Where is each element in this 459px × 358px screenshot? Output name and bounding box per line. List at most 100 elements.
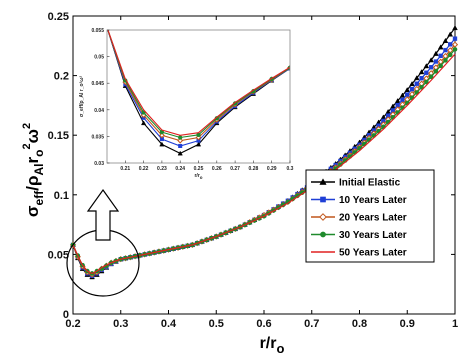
series-marker (423, 63, 430, 69)
inset-y-tick-label: 0.055 (91, 28, 104, 34)
series-marker (447, 52, 453, 58)
legend: Initial Elastic 10 Years Later 20 Years La… (305, 169, 435, 263)
series-marker (428, 74, 434, 80)
x-tick-label: 0.8 (352, 318, 367, 330)
inset-x-tick-label: 0.25 (194, 166, 204, 172)
y-axis-label-part: o (32, 150, 46, 157)
inset-series-marker (195, 141, 202, 147)
series-marker (400, 97, 405, 103)
main-series (69, 25, 459, 280)
y-axis-label-part: 2 (21, 123, 33, 129)
legend-marker-icon (320, 231, 326, 238)
inset-y-axis-label: σ_eff/ρ_Al r_o²ω² (79, 76, 85, 118)
inset-x-axis-label-subscript: o (200, 175, 203, 180)
series-marker (443, 58, 448, 63)
series-marker (404, 86, 411, 93)
series-marker (452, 47, 458, 52)
series-line-4 (72, 53, 456, 275)
series-marker (413, 75, 420, 81)
inset-y-tick-label: 0.045 (91, 81, 104, 87)
series-marker (409, 81, 415, 87)
series-marker (399, 92, 406, 98)
x-tick-label: 1 (452, 318, 458, 330)
legend-box (305, 169, 435, 263)
inset-x-ticks: 0.21 0.22 0.23 0.24 0.25 0.26 0.27 0.28 0.29 0.3 (120, 160, 294, 172)
inset-series-line-4 (107, 30, 290, 136)
y-axis-label-part: r (23, 157, 42, 164)
inset-x-axis-label-text: r/r (194, 173, 199, 179)
y-axis-label-group: σeff/ρAlro2ω2 (21, 123, 46, 217)
series-marker (438, 53, 443, 58)
series-marker (428, 57, 434, 63)
series-marker (447, 31, 454, 37)
legend-label: Initial Elastic (339, 178, 401, 189)
inset-x-tick-label: 0.21 (120, 166, 130, 172)
series-marker (452, 36, 458, 41)
x-tick-label: 0.7 (304, 318, 319, 330)
legend-label: 50 Years Later (339, 248, 407, 259)
series-marker (424, 79, 429, 85)
inset-series-marker (158, 132, 165, 139)
series-marker (433, 69, 439, 74)
legend-item: 30 Years Later (311, 230, 407, 241)
inset-x-tick-label: 0.28 (249, 166, 259, 172)
inset-x-tick-label: 0.27 (230, 166, 240, 172)
y-axis-label-part: /ρ (23, 176, 42, 191)
series-marker (428, 65, 434, 70)
y-axis-label-part: ω (23, 129, 42, 143)
inset-y-tick-label: 0.04 (94, 108, 104, 114)
y-axis-label-part: eff (32, 190, 46, 206)
inset-series-marker (177, 150, 183, 156)
inset-y-tick-label: 0.03 (94, 161, 104, 167)
series-marker (419, 76, 424, 81)
y-tick-label: 0.05 (48, 249, 69, 261)
series-marker (414, 81, 419, 86)
x-tick-label: 0.6 (256, 318, 271, 330)
x-axis-label-main: r/ro (260, 335, 285, 356)
inset-series-marker (141, 110, 146, 115)
inset-series (107, 30, 290, 156)
series-marker (452, 25, 458, 31)
inset-series-marker (159, 141, 165, 147)
inset-x-tick-label: 0.26 (212, 166, 222, 172)
inset-y-tick-label: 0.05 (94, 55, 104, 61)
inset-x-axis-label: r/ro (194, 173, 202, 180)
main-y-axis-label: σeff/ρAlro2ω2 (21, 123, 46, 217)
legend-item: 10 Years Later (311, 195, 407, 206)
x-tick-label: 0.5 (209, 318, 224, 330)
main-x-axis-label: r/ro (260, 335, 285, 356)
series-marker (448, 42, 453, 47)
y-tick-label: 0.15 (48, 130, 69, 142)
inset-x-tick-label: 0.3 (287, 166, 294, 172)
series-marker (405, 92, 410, 97)
inset-series-marker (159, 129, 165, 135)
y-axis-label-part: 2 (21, 143, 33, 149)
series-marker (424, 70, 429, 75)
x-tick-label: 0.4 (161, 318, 177, 330)
inset-series-marker (177, 137, 184, 144)
inset-plot: 0.21 0.22 0.23 0.24 0.25 0.26 0.27 0.28 0.29 0.3 … (79, 28, 294, 183)
y-tick-label: 0.1 (54, 190, 69, 202)
legend-item: 20 Years Later (311, 213, 407, 224)
zoom-arrow-icon (86, 188, 120, 241)
x-tick-label: 0.2 (65, 318, 80, 330)
series-marker (451, 41, 459, 48)
inset-x-tick-label: 0.23 (157, 166, 167, 172)
series-marker (433, 50, 439, 56)
y-tick-label: 0.2 (54, 71, 69, 83)
series-marker (443, 47, 448, 53)
y-tick-label: 0.25 (48, 11, 69, 23)
inset-series-marker (178, 135, 183, 140)
main-plot: 0.2 0.3 0.4 0.5 0.6 0.7 0.8 0.9 1 00.050.10.150.… (21, 11, 459, 356)
inset-x-tick-label: 0.24 (175, 166, 185, 172)
legend-marker-icon (319, 213, 327, 221)
inset-series-marker (195, 134, 202, 141)
legend-label: 10 Years Later (339, 195, 407, 206)
inset-x-tick-label: 0.22 (139, 166, 149, 172)
series-marker (442, 37, 449, 43)
main-x-ticks: 0.2 0.3 0.4 0.5 0.6 0.7 0.8 0.9 1 (65, 16, 458, 330)
legend-marker-icon (319, 178, 327, 185)
x-tick-label: 0.9 (400, 318, 415, 330)
y-axis-label-part: σ (23, 205, 42, 217)
